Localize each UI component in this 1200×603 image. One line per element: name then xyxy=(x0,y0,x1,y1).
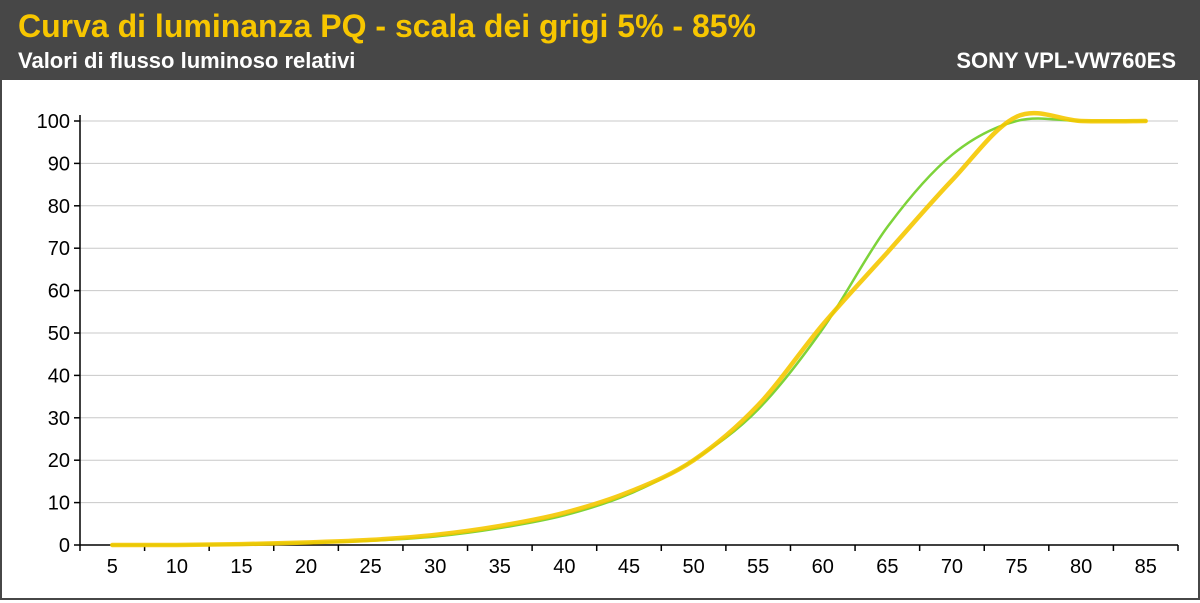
y-tick-label: 90 xyxy=(48,153,70,175)
x-tick-label: 5 xyxy=(107,556,118,578)
x-tick-label: 65 xyxy=(876,556,898,578)
x-tick-label: 80 xyxy=(1070,556,1092,578)
x-tick-label: 10 xyxy=(166,556,188,578)
y-tick-label: 100 xyxy=(37,111,70,133)
x-tick-label: 60 xyxy=(812,556,834,578)
x-tick-label: 25 xyxy=(360,556,382,578)
x-tick-label: 15 xyxy=(230,556,252,578)
axes xyxy=(74,115,1179,551)
y-tick-label: 40 xyxy=(48,365,70,387)
x-tick-label: 55 xyxy=(747,556,769,578)
x-tick-label: 35 xyxy=(489,556,511,578)
luminance-chart: 0 10 20 30 40 50 60 70 80 90 100 5 10 15 20 25 30 35 40 45 5… xyxy=(37,110,1179,578)
x-tick-label: 50 xyxy=(682,556,704,578)
x-tick-label: 40 xyxy=(553,556,575,578)
y-tick-label: 70 xyxy=(48,238,70,260)
y-tick-label: 30 xyxy=(48,408,70,430)
y-tick-label: 60 xyxy=(48,281,70,303)
grid-lines xyxy=(80,120,1178,504)
x-tick-label: 75 xyxy=(1005,556,1027,578)
tick-labels: 0 10 20 30 40 50 60 70 80 90 100 5 10 15 20 25 30 35 40 45 5… xyxy=(37,111,1157,578)
chart-subtitle: Valori di flusso luminoso relativi xyxy=(18,48,356,73)
series-line-measured xyxy=(110,110,1148,548)
header-bar: Curva di luminanza PQ - scala dei grigi … xyxy=(0,0,1200,80)
x-tick-label: 45 xyxy=(618,556,640,578)
x-tick-label: 70 xyxy=(941,556,963,578)
x-tick-label: 30 xyxy=(424,556,446,578)
y-tick-label: 0 xyxy=(59,535,70,557)
y-tick-label: 50 xyxy=(48,323,70,345)
x-tick-label: 20 xyxy=(295,556,317,578)
chart-area: 0 10 20 30 40 50 60 70 80 90 100 5 10 15 20 25 30 35 40 45 5… xyxy=(2,80,1198,598)
x-tick-label: 85 xyxy=(1135,556,1157,578)
device-model-label: SONY VPL-VW760ES xyxy=(956,48,1176,73)
series-line-reference xyxy=(111,117,1147,547)
y-tick-label: 10 xyxy=(48,493,70,515)
y-tick-label: 20 xyxy=(48,450,70,472)
data-series xyxy=(110,110,1148,548)
chart-title: Curva di luminanza PQ - scala dei grigi … xyxy=(18,8,756,44)
y-tick-label: 80 xyxy=(48,196,70,218)
